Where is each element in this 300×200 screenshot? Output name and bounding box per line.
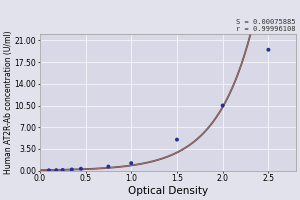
Point	[266, 48, 271, 51]
Point	[54, 169, 58, 172]
Y-axis label: Human AT2R-Ab concentration (U/ml): Human AT2R-Ab concentration (U/ml)	[4, 31, 13, 174]
Point	[106, 165, 111, 168]
Text: S = 0.00075885
r = 0.99996108: S = 0.00075885 r = 0.99996108	[236, 19, 296, 32]
Point	[60, 168, 65, 172]
Point	[175, 138, 179, 141]
X-axis label: Optical Density: Optical Density	[128, 186, 208, 196]
Point	[79, 167, 83, 170]
Point	[69, 168, 74, 171]
Point	[220, 104, 225, 107]
Point	[129, 162, 134, 165]
Point	[46, 169, 51, 172]
